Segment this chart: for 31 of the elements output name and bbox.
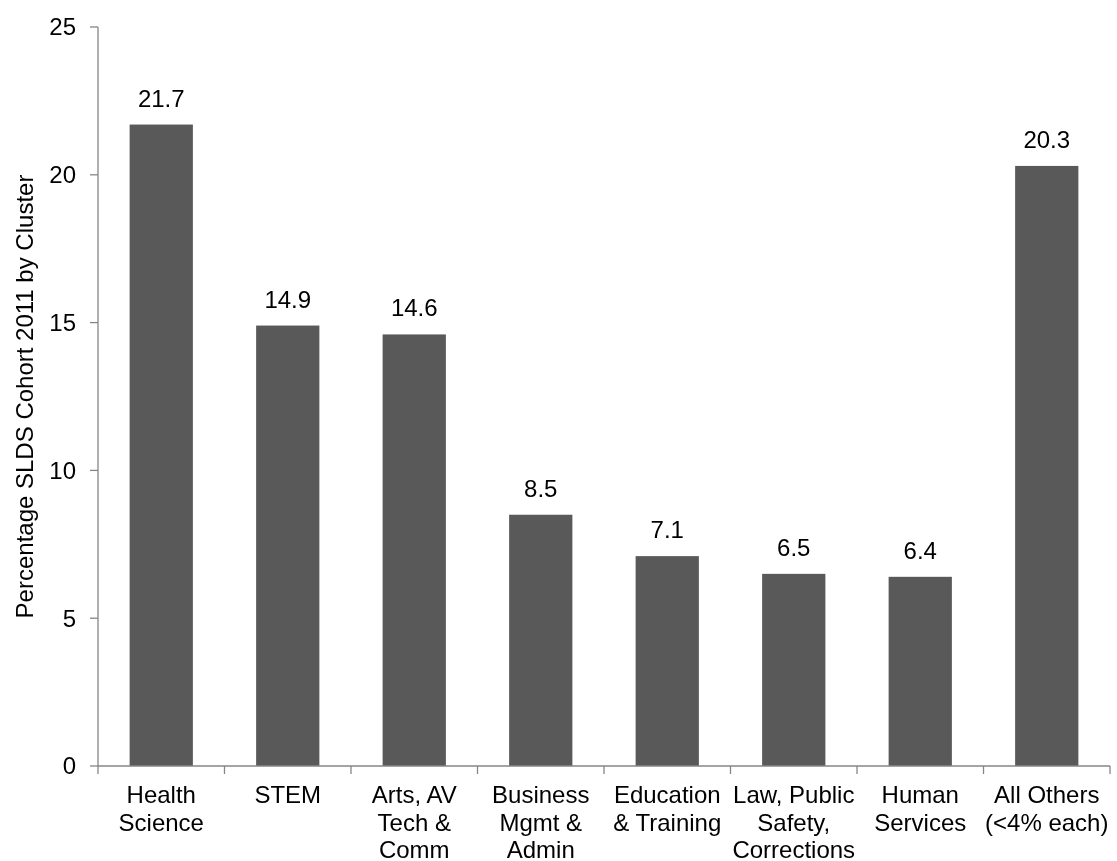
x-tick-label: Law, Public Safety, Corrections bbox=[732, 781, 856, 861]
x-tick-label: All Others (<4% each) bbox=[985, 781, 1109, 836]
y-axis-title: Percentage SLDS Cohort 2011 by Cluster bbox=[11, 174, 38, 619]
x-tick-label: Health Science bbox=[118, 781, 204, 836]
x-tick-label: Human Services bbox=[874, 781, 967, 836]
data-label: 7.1 bbox=[650, 516, 684, 544]
x-tick-label: Business Mgmt & Admin bbox=[492, 781, 590, 861]
data-label: 6.4 bbox=[903, 536, 937, 564]
bar bbox=[888, 576, 952, 766]
bar bbox=[762, 573, 826, 766]
bar bbox=[509, 514, 573, 766]
data-label: 14.6 bbox=[390, 294, 438, 322]
bar bbox=[382, 334, 446, 766]
y-tick-label: 25 bbox=[49, 13, 76, 41]
x-tick-label: Arts, AV Tech & Comm bbox=[371, 781, 457, 861]
data-label: 21.7 bbox=[137, 84, 185, 112]
bar bbox=[129, 124, 193, 766]
y-tick-label: 20 bbox=[49, 161, 76, 189]
x-tick-label: STEM bbox=[254, 781, 322, 808]
y-tick-label: 5 bbox=[62, 604, 76, 632]
data-label: 14.9 bbox=[264, 285, 312, 313]
bar bbox=[1015, 165, 1079, 766]
data-label: 8.5 bbox=[524, 474, 558, 502]
y-tick-label: 10 bbox=[49, 456, 76, 484]
data-label: 6.5 bbox=[777, 533, 811, 561]
bar bbox=[635, 556, 699, 766]
y-tick-label: 15 bbox=[49, 309, 76, 336]
bar bbox=[256, 325, 320, 766]
x-tick-label: Education & Training bbox=[613, 781, 722, 836]
y-tick-label: 0 bbox=[62, 752, 76, 780]
data-label: 20.3 bbox=[1023, 125, 1071, 153]
